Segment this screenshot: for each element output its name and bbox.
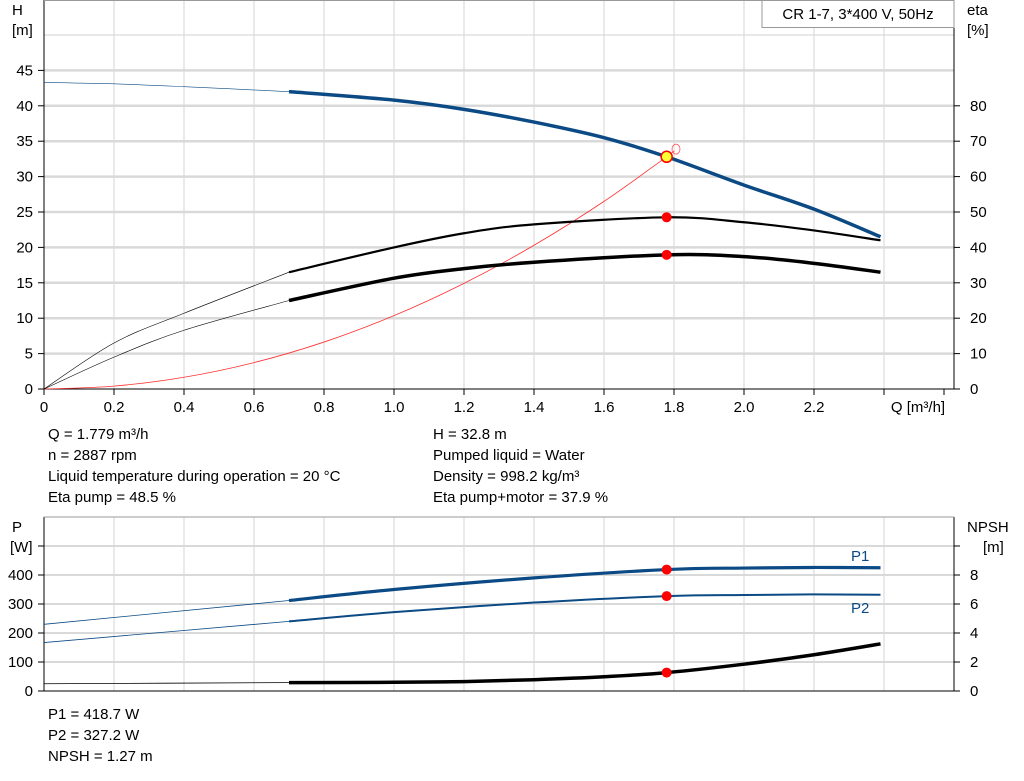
npsh-curve: [288, 642, 881, 685]
eta-pump-curve-thin: [43, 271, 290, 390]
head-operating-point: [660, 150, 673, 164]
eta-pump-motor-curve-thin: [43, 300, 290, 390]
y-tick-label-left: 45: [16, 62, 33, 79]
y-tick-label-right: 50: [970, 204, 987, 221]
info-eta-pump: Eta pump = 48.5 %: [48, 489, 176, 506]
y-tick-label-right: 6: [970, 596, 978, 613]
y-axis-label-right-unit: [%]: [967, 22, 989, 39]
y-tick-label-right: 80: [970, 98, 987, 115]
x-tick-label: 2.0: [734, 399, 755, 416]
info-top-left: Q = 1.779 m³/h n = 2887 rpm Liquid tempe…: [48, 424, 340, 508]
x-tick-label: 0.8: [314, 399, 335, 416]
info-npsh: NPSH = 1.27 m: [48, 748, 153, 765]
head-curve-thin: [43, 82, 290, 92]
info-p2: P2 = 327.2 W: [48, 727, 140, 744]
x-tick-label: 0.6: [244, 399, 265, 416]
x-tick-label: 0: [40, 399, 48, 416]
title-box: [761, 0, 955, 28]
y-axis-label-left-unit: [m]: [12, 22, 33, 39]
y-tick-label-left: 35: [16, 133, 33, 150]
x-tick-label: 0.2: [104, 399, 125, 416]
y-tick-label-right: 0: [970, 381, 978, 398]
y-tick-label-left: 100: [8, 654, 33, 671]
chart-title: CR 1-7, 3*400 V, 50Hz: [782, 6, 933, 23]
p1-operating-point: [661, 564, 672, 575]
y-axis-label-right: eta: [967, 2, 989, 19]
info-density: Density = 998.2 kg/m³: [433, 468, 580, 485]
p2-label: P2: [851, 600, 869, 617]
x-tick-label: 1.8: [664, 399, 685, 416]
info-bottom: P1 = 418.7 W P2 = 327.2 W NPSH = 1.27 m: [48, 704, 153, 767]
y-tick-label-right: 4: [970, 625, 978, 642]
eta-pump-motor-operating-point: [661, 249, 672, 260]
y-tick-label-left: 5: [25, 346, 33, 363]
y-tick-label-right: 2: [970, 654, 978, 671]
y-tick-label-left: 30: [16, 169, 33, 186]
y-tick-label-right: 70: [970, 133, 987, 150]
info-p1: P1 = 418.7 W: [48, 706, 140, 723]
y-tick-label-left: 15: [16, 275, 33, 292]
x-tick-label: 1.2: [454, 399, 475, 416]
head-curve: [288, 89, 882, 239]
x-tick-label: 1.4: [524, 399, 545, 416]
npsh-operating-point: [661, 667, 672, 678]
p1-curve: [288, 565, 881, 603]
info-n: n = 2887 rpm: [48, 447, 137, 464]
p2-operating-point: [661, 591, 672, 602]
y-tick-label-left: 400: [8, 567, 33, 584]
y-tick-label-left: 200: [8, 625, 33, 642]
p1-label: P1: [851, 548, 869, 565]
y-tick-label-left: 20: [16, 239, 33, 256]
info-temp: Liquid temperature during operation = 20…: [48, 468, 341, 485]
y-tick-label-right: 10: [970, 346, 987, 363]
y-tick-label-right: 8: [970, 567, 978, 584]
x-tick-label: 0.4: [174, 399, 195, 416]
y-axis-label-left: H: [12, 2, 23, 19]
x-tick-label: 1.6: [594, 399, 615, 416]
y-axis-label-left-unit: [W]: [10, 539, 33, 556]
y-tick-label-left: 25: [16, 204, 33, 221]
y-axis-label-right: NPSH: [967, 519, 1009, 536]
y-tick-label-right: 20: [970, 310, 987, 327]
p1-curve-thin: [43, 600, 290, 625]
system-curve: [43, 150, 675, 390]
info-h: H = 32.8 m: [433, 426, 507, 443]
system-curve-end-marker: [671, 143, 681, 155]
y-tick-label-left: 300: [8, 596, 33, 613]
info-eta-pump-motor: Eta pump+motor = 37.9 %: [433, 489, 609, 506]
p2-curve-thin: [43, 621, 290, 643]
npsh-curve-thin: [43, 682, 290, 685]
p2-curve: [288, 593, 881, 623]
y-tick-label-left: 0: [25, 683, 33, 700]
info-q: Q = 1.779 m³/h: [48, 426, 149, 443]
y-axis-label-right-unit: [m]: [983, 539, 1004, 556]
y-tick-label-right: 60: [970, 169, 987, 186]
y-tick-label-left: 0: [25, 381, 33, 398]
x-tick-label: 2.2: [804, 399, 825, 416]
eta-pump-curve: [288, 216, 881, 274]
eta-pump-motor-curve: [288, 252, 881, 303]
x-axis-label: Q [m³/h]: [891, 399, 945, 416]
y-axis-label-left: P: [12, 519, 22, 536]
eta-pump-operating-point: [661, 212, 672, 223]
y-tick-label-right: 40: [970, 239, 987, 256]
y-tick-label-left: 40: [16, 98, 33, 115]
y-tick-label-right: 30: [970, 275, 987, 292]
y-tick-label-left: 10: [16, 310, 33, 327]
y-tick-label-right: 0: [970, 683, 978, 700]
info-liquid: Pumped liquid = Water: [433, 447, 585, 464]
x-tick-label: 1.0: [384, 399, 405, 416]
info-top-right: H = 32.8 m Pumped liquid = Water Density…: [433, 424, 608, 508]
